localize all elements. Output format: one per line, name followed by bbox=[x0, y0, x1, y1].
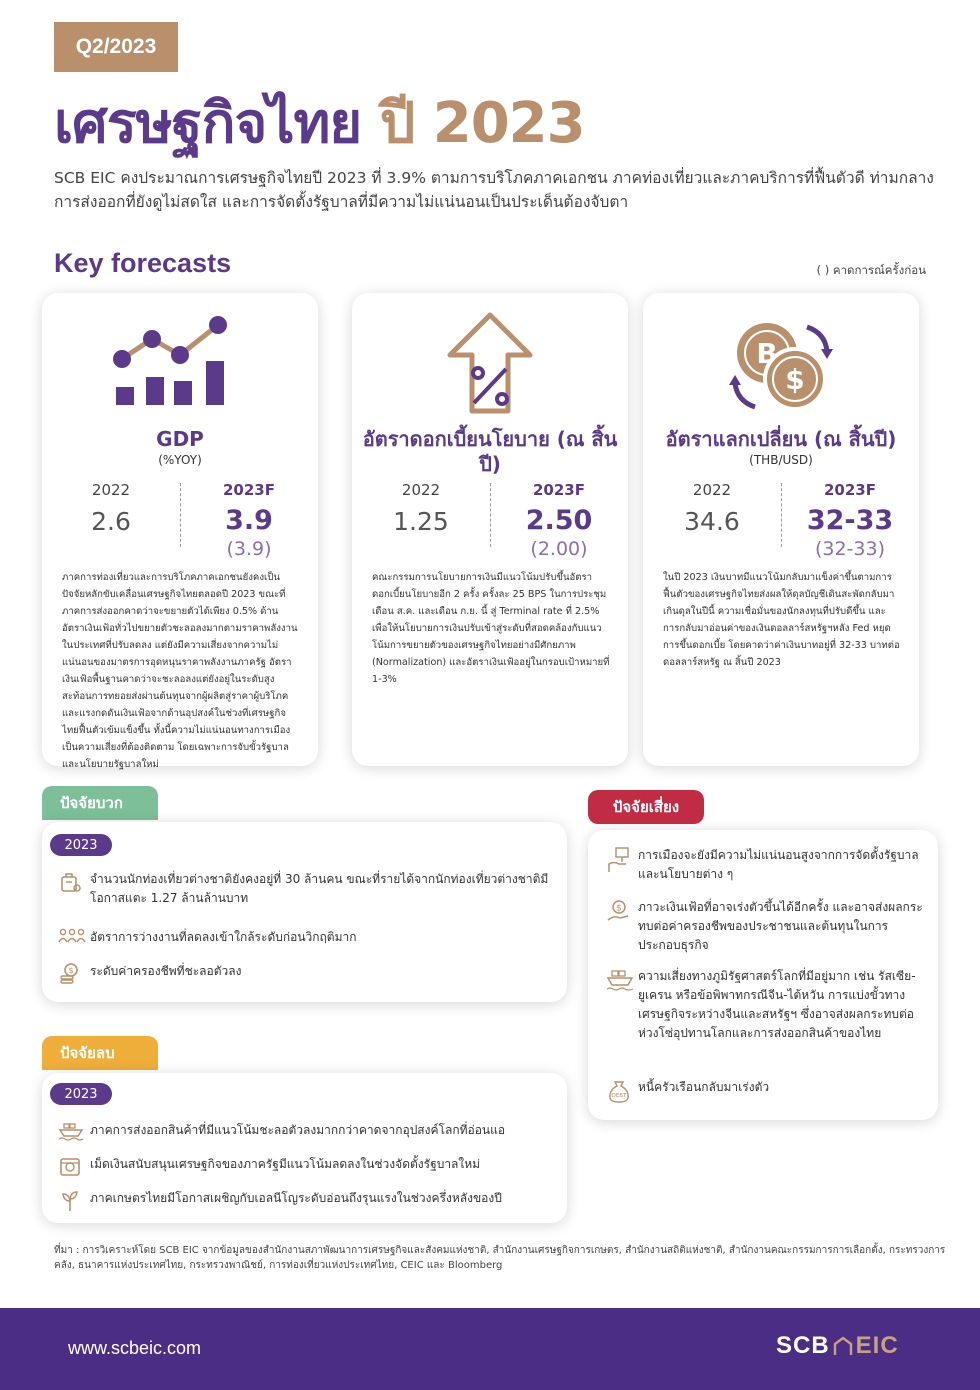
list-item: $ ภาวะเงินเฟ้อที่อาจเร่งตัวขึ้นได้อีกครั… bbox=[606, 898, 926, 955]
forecast-description: ภาคการท่องเที่ยวและการบริโภคภาคเอกชนยังค… bbox=[62, 572, 298, 770]
positive-factors-card: 2023 จำนวนนักท่องเที่ยวต่างชาติยังคงอยู่… bbox=[42, 822, 567, 1002]
year-2022-label: 2022 bbox=[401, 481, 441, 499]
positive-factors-tab: ปัจจัยบวก bbox=[42, 786, 158, 820]
forecast-card-gdp: GDP (%YOY) 2022 2.6 2023F 3.9 (3.9) ภาคก… bbox=[42, 293, 318, 770]
exchange-rate-icon: B $ bbox=[643, 311, 919, 421]
risk-factors-tab: ปัจจัยเสี่ยง bbox=[588, 790, 704, 824]
divider bbox=[490, 483, 491, 547]
list-item: จำนวนนักท่องเที่ยวต่างชาติยังคงอยู่ที่ 3… bbox=[58, 870, 554, 908]
title-year: ปี 2023 bbox=[379, 91, 586, 156]
intro-text: SCB EIC คงประมาณการเศรษฐกิจไทยปี 2023 ที… bbox=[54, 169, 934, 211]
year-2023f-label: 2023F bbox=[824, 481, 876, 499]
previous-forecast-note: ( ) คาดการณ์ครั้งก่อน bbox=[816, 263, 926, 277]
cargo-ship-icon bbox=[58, 1121, 90, 1145]
year-2022-label: 2022 bbox=[692, 481, 732, 499]
government-budget-icon bbox=[58, 1155, 90, 1183]
list-item: ความเสี่ยงทางภูมิรัฐศาสตร์โลกที่มีอยู่มา… bbox=[606, 967, 926, 1043]
divider bbox=[781, 483, 782, 547]
forecast-card-exchange-rate: B $ อัตราแลกเปลี่ยน (ณ สิ้นปี) (THB/USD)… bbox=[643, 293, 919, 766]
house-icon bbox=[833, 1336, 852, 1355]
forecast-description: ในปี 2023 เงินบาทมีแนวโน้มกลับมาแข็งค่าข… bbox=[663, 572, 900, 668]
title-main: เศรษฐกิจไทย bbox=[54, 91, 362, 156]
year-2022-label: 2022 bbox=[91, 481, 131, 499]
gdp-chart-icon bbox=[42, 311, 318, 421]
svg-text:DEBT: DEBT bbox=[612, 1093, 627, 1099]
debt-bag-icon: DEBT bbox=[606, 1078, 638, 1108]
forecast-unit: (%YOY) bbox=[158, 453, 202, 467]
page-title: เศรษฐกิจไทย ปี 2023 bbox=[54, 88, 586, 160]
svg-text:$: $ bbox=[616, 904, 622, 914]
key-forecasts-title: Key forecasts bbox=[54, 248, 232, 278]
negative-factors-tab: ปัจจัยลบ bbox=[42, 1036, 158, 1070]
list-item: $ ระดับค่าครองชีพที่ชะลอตัวลง bbox=[58, 962, 554, 990]
forecast-title: อัตราดอกเบี้ยนโยบาย (ณ สิ้นปี) bbox=[362, 427, 618, 476]
year-pill: 2023 bbox=[50, 834, 112, 856]
forecast-card-policy-rate: อัตราดอกเบี้ยนโยบาย (ณ สิ้นปี) 2022 1.25… bbox=[352, 293, 628, 766]
list-item: อัตราการว่างงานที่ลดลงเข้าใกล้ระดับก่อนว… bbox=[58, 928, 554, 948]
logo-eic-text: EIC bbox=[855, 1332, 899, 1359]
value-2023f: 32-33 bbox=[806, 505, 894, 536]
list-item: DEBT หนี้ครัวเรือนกลับมาเร่งตัว bbox=[606, 1078, 926, 1108]
value-2023f: 2.50 bbox=[525, 505, 593, 536]
tourist-luggage-icon bbox=[58, 870, 90, 898]
risk-factors-card: การเมืองจะยังมีความไม่แน่นอนสูงจากการจัด… bbox=[588, 830, 938, 1120]
cargo-ship-icon bbox=[606, 967, 638, 995]
inflation-coin-hand-icon: $ bbox=[606, 898, 638, 928]
forecast-title: อัตราแลกเปลี่ยน (ณ สิ้นปี) bbox=[665, 427, 897, 451]
year-2023f-label: 2023F bbox=[223, 481, 275, 499]
forecast-description: คณะกรรมการนโยบายการเงินมีแนวโน้มปรับขึ้น… bbox=[372, 572, 610, 685]
divider bbox=[180, 483, 181, 547]
logo-scb-text: SCB bbox=[776, 1332, 830, 1359]
scb-eic-logo: SCB EIC bbox=[776, 1332, 899, 1360]
forecast-unit: (THB/USD) bbox=[749, 453, 813, 467]
list-item: การเมืองจะยังมีความไม่แน่นอนสูงจากการจัด… bbox=[606, 846, 926, 884]
value-previous-forecast: (32-33) bbox=[814, 538, 886, 560]
value-2023f: 3.9 bbox=[225, 505, 273, 536]
quarter-badge: Q2/2023 bbox=[54, 22, 178, 72]
interest-rate-icon bbox=[352, 311, 628, 421]
value-2022: 34.6 bbox=[684, 507, 740, 536]
politics-hand-icon bbox=[606, 846, 638, 878]
value-previous-forecast: (2.00) bbox=[530, 538, 588, 560]
value-2022: 2.6 bbox=[91, 507, 131, 536]
year-2023f-label: 2023F bbox=[533, 481, 585, 499]
people-icon bbox=[58, 928, 90, 948]
list-item: ภาคเกษตรไทยมีโอกาสเผชิญกับเอลนีโญระดับอ่… bbox=[58, 1189, 554, 1217]
list-item: ภาคการส่งออกสินค้าที่มีแนวโน้มชะลอตัวลงม… bbox=[58, 1121, 554, 1145]
year-pill: 2023 bbox=[50, 1083, 112, 1105]
footer: www.scbeic.com SCB EIC bbox=[0, 1308, 980, 1390]
website-link[interactable]: www.scbeic.com bbox=[68, 1338, 202, 1358]
list-item: เม็ดเงินสนับสนุนเศรษฐกิจของภาครัฐมีแนวโน… bbox=[58, 1155, 554, 1183]
value-2022: 1.25 bbox=[393, 507, 449, 536]
source-note: ที่มา : การวิเคราะห์โดย SCB EIC จากข้อมู… bbox=[54, 1245, 946, 1271]
value-previous-forecast: (3.9) bbox=[226, 538, 272, 560]
forecast-title: GDP bbox=[156, 427, 204, 451]
svg-text:$: $ bbox=[785, 363, 804, 396]
sprout-icon bbox=[58, 1189, 90, 1217]
coins-icon: $ bbox=[58, 962, 90, 990]
svg-text:$: $ bbox=[68, 966, 73, 975]
negative-factors-card: 2023 ภาคการส่งออกสินค้าที่มีแนวโน้มชะลอต… bbox=[42, 1073, 567, 1223]
